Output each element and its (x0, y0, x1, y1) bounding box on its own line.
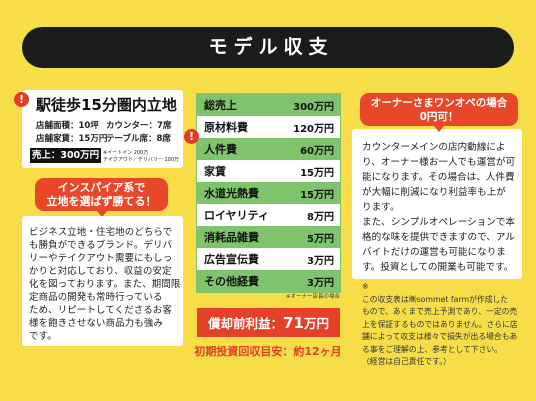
row-value: 60万円 (300, 145, 334, 157)
income-statement-table: 総売上 300万円 原材料費 120万円 人件費 60万円 家賃 15万円 水道… (196, 93, 341, 293)
table-row: ロイヤリティ 8万円 (197, 204, 340, 226)
row-value: 15万円 (300, 189, 334, 201)
table-row: 水道光熱費 15万円 (197, 182, 340, 204)
disclaimer-line: 上を保証するものではありません。さらに店 (362, 319, 518, 329)
disclaimer-line: この収支表は㈱sommet farmが作成した (362, 294, 509, 304)
table-row: 総売上 300万円 (197, 94, 340, 116)
profit-amount: 71 (283, 313, 304, 332)
body-line: も勝負ができるブランド。デリバ (29, 240, 173, 251)
body-line: カウンターメインの店内動線によ (362, 142, 506, 153)
disclaimer-line: る事をご理解の上、参考として下さい。 (362, 344, 503, 354)
disclaimer-mark: ※ (362, 282, 369, 291)
body-line: す。投資としての開業も可能です。 (362, 262, 514, 273)
body-line: 化を図っております。また、期間限 (29, 279, 181, 290)
row-value: 120万円 (293, 123, 334, 135)
body-line: 様を飽きさせない商品力も強み (29, 318, 164, 329)
left-body-card (22, 216, 183, 346)
disclaimer: ※ この収支表は㈱sommet farmが作成した もので、あくまで売上予測であ… (362, 281, 518, 369)
disclaimer-line: （経営は自己責任です。） (362, 357, 451, 366)
row-label: その他経費 (204, 275, 259, 288)
disclaimer-line: 舗によって収支は様々で損失が出る場合もあ (362, 332, 518, 341)
row-label: 水道光熱費 (204, 187, 259, 200)
row-label: ロイヤリティ (204, 209, 270, 222)
payback-period: 初期投資回収目安：約12ヶ月 (194, 345, 342, 358)
body-line: です。 (29, 331, 57, 342)
sales-breakdown-takeout: テイクアウト／デリバリー 100万 (103, 156, 180, 163)
body-line: ります。 (362, 202, 400, 213)
right-callout-line: 0円可！ (419, 110, 459, 123)
table-row: 人件費 60万円 (197, 138, 340, 160)
row-label: 原材料費 (204, 121, 248, 134)
row-label: 人件費 (204, 143, 237, 156)
left-callout-line: 立地を選ばず勝てる！ (46, 194, 157, 208)
row-value: 8万円 (307, 211, 334, 223)
exclamation-icon: ! (14, 92, 29, 107)
right-callout-line: オーナーさまワンオペの場合 (370, 96, 508, 109)
body-line: リーやテイクアウト需要にもしっ (29, 253, 173, 264)
body-line: ビジネス立地・住宅地のどちらで (29, 227, 173, 238)
right-body-card (352, 129, 522, 279)
row-label: 広告宣伝費 (204, 253, 259, 266)
profit-unit: 万円 (303, 316, 329, 331)
disclaimer-line: もので、あくまで売上予測であり、一定の売 (362, 307, 518, 316)
row-value: 5万円 (307, 233, 334, 245)
body-line: り、オーナー様お一人でも運営が可 (362, 157, 516, 168)
right-callout-bubble: オーナーさまワンオペの場合 0円可！ (360, 93, 518, 132)
row-label: 消耗品雑費 (204, 231, 259, 244)
profit-label: 償却前利益： (208, 316, 284, 331)
body-line: が大幅に削減になり利益率も上が (362, 187, 506, 198)
left-body-text: ビジネス立地・住宅地のどちらで も勝負ができるブランド。デリバ リーやテイクアウ… (29, 226, 181, 343)
right-body-text: カウンターメインの店内動線によ り、オーナー様お一人でも運営が可 能になります。… (362, 140, 515, 275)
table-row: その他経費 3万円 (197, 270, 340, 292)
page-title: モデル収支 (22, 27, 514, 68)
table-row: 家賃 15万円 (197, 160, 340, 182)
counter-seats: カウンター：7席 (106, 121, 172, 131)
sales-badge: 売上：300万円 (30, 148, 101, 163)
row-label: 総売上 (204, 99, 237, 112)
sales-breakdown: ※イートイン 200万 テイクアウト／デリバリー 100万 (103, 150, 179, 163)
sales-breakdown-eat-in: ※イートイン 200万 (103, 150, 149, 156)
body-line: かりと対応しており、収益の安定 (29, 266, 172, 277)
table-row: 原材料費 120万円 (197, 116, 340, 138)
left-callout-bubble: インスパイア系で 立地を選ばず勝てる！ (35, 178, 168, 217)
body-line: ため、リピートしてくださるお客 (29, 305, 173, 316)
table-row: 消耗品雑費 5万円 (197, 226, 340, 248)
table-footnote: ※オーナー店長の場合 (285, 294, 340, 300)
table-seats: テーブル席：8席 (106, 134, 171, 144)
body-line: バイトだけの運営も可能になりま (362, 247, 506, 258)
body-line: 格的な味を提供できますので、アル (362, 232, 516, 243)
table-row: 広告宣伝費 3万円 (197, 248, 340, 270)
exclamation-icon: ! (184, 129, 199, 144)
row-value: 3万円 (307, 277, 334, 289)
row-value: 3万円 (307, 255, 334, 267)
left-callout-line: インスパイア系で (57, 180, 146, 194)
store-rent: 店舗家賃：15万円 (36, 134, 108, 144)
body-line: 定商品の開発も常時行っている (29, 292, 163, 303)
location-heading: 駅徒歩15分圏内立地 (36, 96, 177, 114)
store-area: 店舗面積：10坪 (36, 121, 99, 131)
row-label: 家賃 (204, 165, 226, 178)
row-value: 300万円 (293, 101, 334, 113)
profit-badge: 償却前利益： 71 万円 (197, 308, 340, 337)
row-value: 15万円 (300, 167, 334, 179)
body-line: 能になります。その場合は、人件費 (362, 172, 515, 183)
body-line: また、シンプルオペレーションで本 (362, 217, 516, 228)
